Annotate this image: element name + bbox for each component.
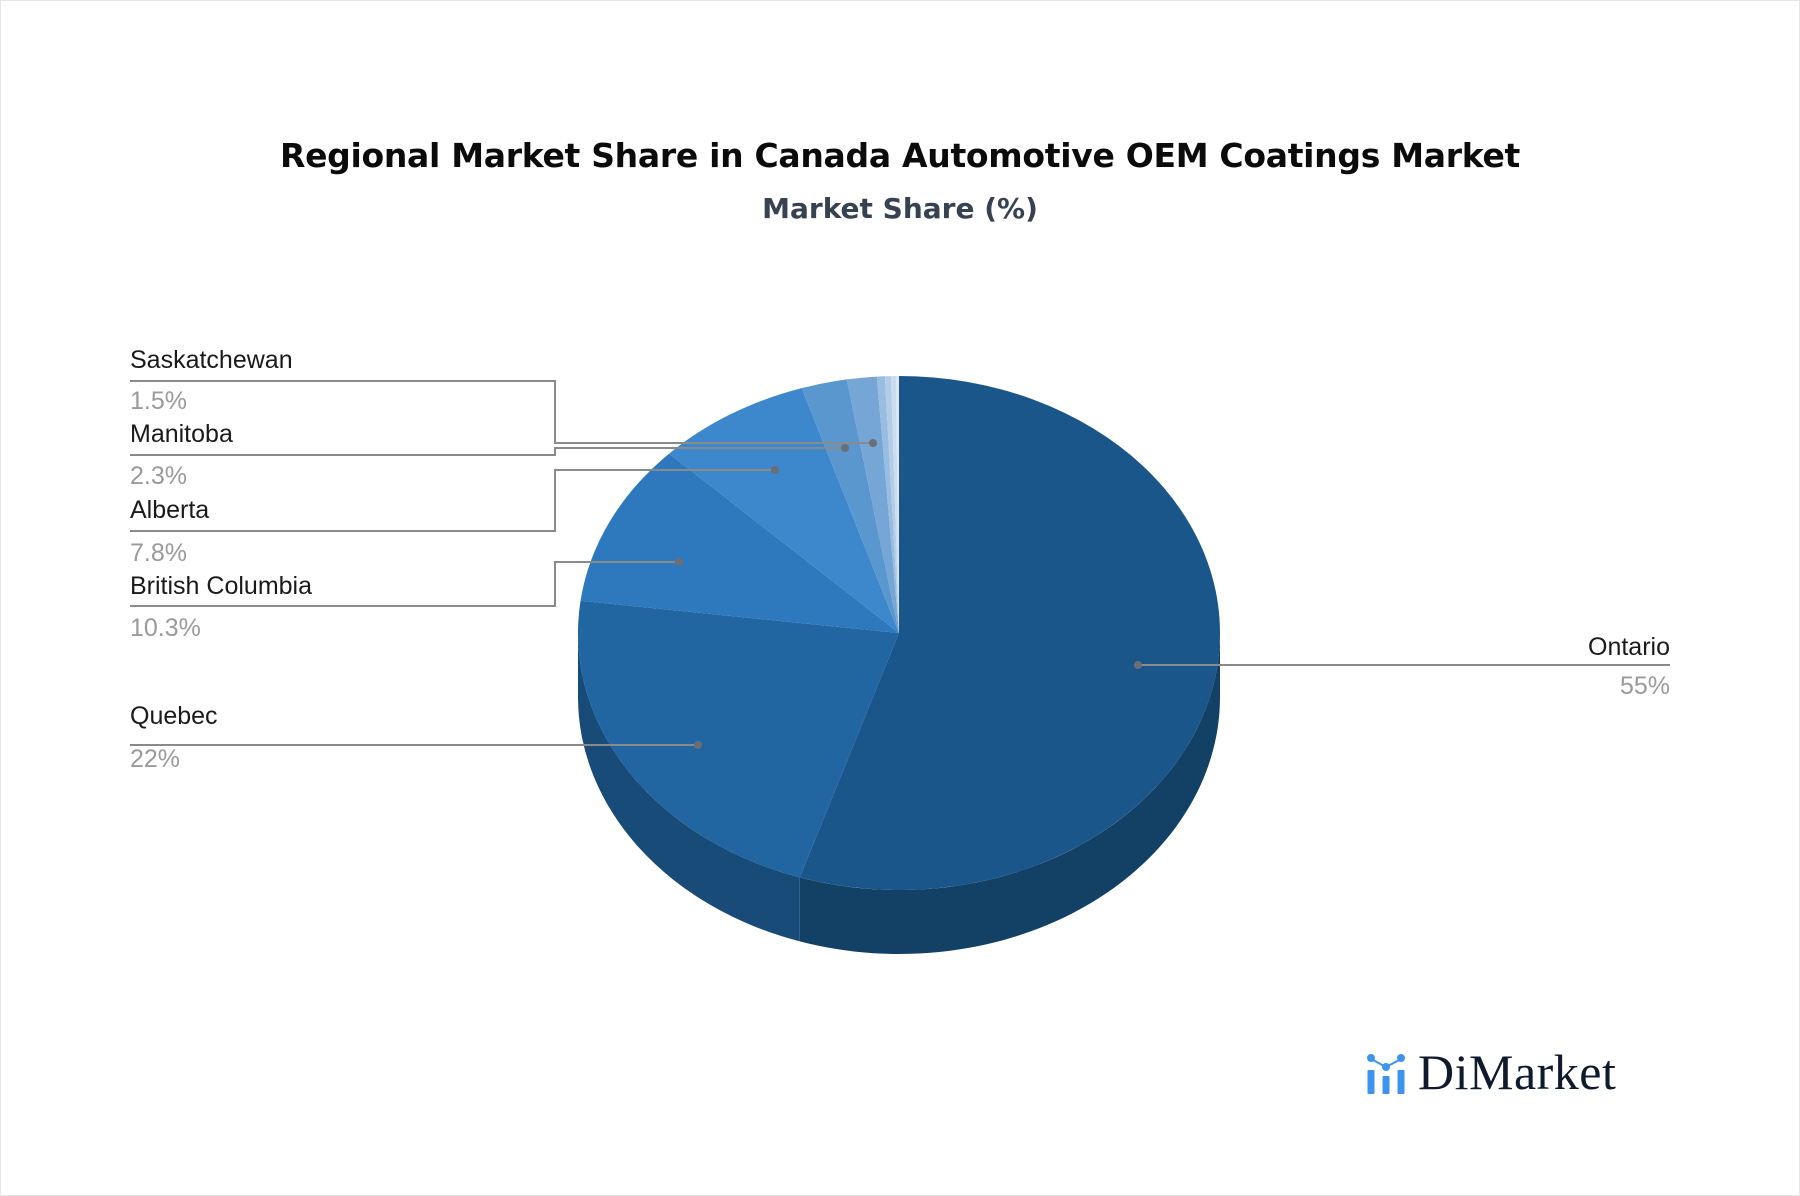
chart-subtitle: Market Share (%) (762, 192, 1038, 225)
chart-title: Regional Market Share in Canada Automoti… (279, 136, 1521, 175)
label-name-ontario: Ontario (1588, 633, 1670, 661)
leader-line-british-columbia (130, 561, 679, 607)
label-name-quebec: Quebec (130, 702, 218, 730)
pie-slice-saskatchewan[interactable] (846, 376, 899, 633)
pie-side-walls (578, 633, 1220, 955)
leader-dot-alberta (771, 466, 779, 474)
leader-dot-saskatchewan (869, 439, 877, 447)
leader-line-manitoba (130, 447, 845, 456)
leader-line-saskatchewan (130, 380, 873, 444)
leader-dot-ontario (1134, 661, 1142, 669)
leader-dot-manitoba (841, 444, 849, 452)
pie-slice-other[interactable] (890, 376, 899, 633)
leader-line-alberta (130, 469, 775, 532)
bar-chart-logo-icon (1367, 1054, 1405, 1094)
leader-dot-quebec (694, 741, 702, 749)
pie-slice-quebec[interactable] (578, 600, 899, 878)
pie-slice-other[interactable] (895, 376, 899, 633)
pie-side-quebec (578, 633, 800, 942)
label-name-british-columbia: British Columbia (130, 572, 312, 600)
label-name-saskatchewan: Saskatchewan (130, 346, 293, 374)
pie-slice-other[interactable] (876, 376, 899, 633)
label-value-british-columbia: 10.3% (130, 614, 201, 642)
label-value-alberta: 7.8% (130, 539, 187, 567)
label-name-manitoba: Manitoba (130, 420, 233, 448)
label-value-manitoba: 2.3% (130, 462, 187, 490)
pie-slice-british-columbia[interactable] (580, 453, 899, 633)
leader-dot-british-columbia (675, 558, 683, 566)
pie-slice-other[interactable] (884, 376, 899, 633)
pie-slices (578, 376, 1220, 890)
brand-logo: DiMarket (1366, 1044, 1617, 1100)
label-value-ontario: 55% (1620, 672, 1670, 700)
brand-name: DiMarket (1418, 1044, 1617, 1100)
pie-callout-labels: Ontario 55% Quebec 22% British Columbia 10.3%… (130, 346, 1670, 773)
label-value-saskatchewan: 1.5% (130, 387, 187, 415)
pie-slice-alberta[interactable] (669, 388, 899, 633)
label-name-alberta: Alberta (130, 496, 209, 524)
label-value-quebec: 22% (130, 745, 180, 773)
pie-slice-ontario[interactable] (799, 376, 1220, 890)
pie-side-ontario (799, 633, 1220, 955)
